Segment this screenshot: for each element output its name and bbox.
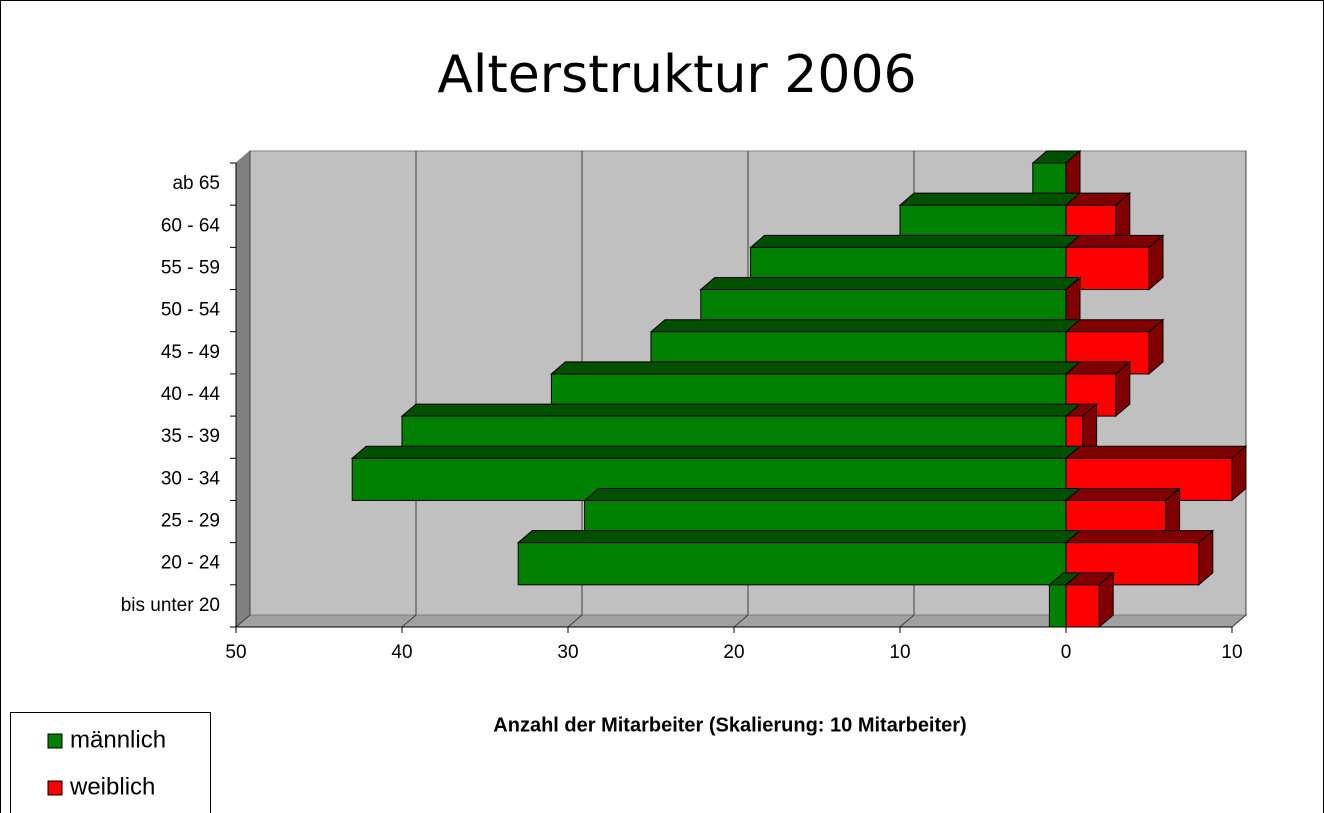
bar xyxy=(1064,403,1098,460)
y-tick-label: 20 - 24 xyxy=(161,553,221,574)
grid-line xyxy=(235,151,251,628)
bar-face xyxy=(400,403,1082,417)
x-tick-label: 0 xyxy=(1061,642,1072,663)
bar xyxy=(1064,318,1165,375)
y-tick-label: 25 - 29 xyxy=(161,511,220,532)
bar-face xyxy=(583,487,1082,501)
y-tick-label: 45 - 49 xyxy=(161,342,220,363)
bar xyxy=(1064,234,1165,291)
legend-swatch xyxy=(47,733,63,749)
y-tick-label: ab 65 xyxy=(172,173,220,194)
x-tick-label: 10 xyxy=(1221,642,1242,663)
chart-title: Alterstruktur 2006 xyxy=(437,45,916,105)
x-axis-label: Anzahl der Mitarbeiter (Skalierung: 10 M… xyxy=(493,714,966,736)
bar-face xyxy=(550,361,1082,375)
bar xyxy=(1064,192,1132,249)
bar-face xyxy=(1064,319,1165,333)
x-tick-label: 50 xyxy=(225,642,246,663)
side-wall xyxy=(235,149,251,629)
bar-face xyxy=(517,542,1067,586)
bar-face xyxy=(1064,487,1181,501)
bar-face xyxy=(699,277,1082,291)
y-tick-label: 35 - 39 xyxy=(161,426,220,447)
x-tick-label: 30 xyxy=(557,642,578,663)
y-tick-label: 40 - 44 xyxy=(161,384,221,405)
x-tick-label: 10 xyxy=(889,642,910,663)
legend-label: weiblich xyxy=(69,773,155,800)
x-tick-label: 20 xyxy=(723,642,744,663)
grid-line xyxy=(567,151,583,628)
y-tick-label: bis unter 20 xyxy=(121,595,220,616)
grid-line xyxy=(1231,151,1247,628)
legend-label: männlich xyxy=(70,726,166,753)
bar xyxy=(1064,571,1115,629)
bar-face xyxy=(649,319,1082,333)
bar-face xyxy=(516,530,1082,544)
y-tick-label: 60 - 64 xyxy=(161,215,221,236)
legend xyxy=(10,712,211,813)
bar-face xyxy=(1064,530,1215,544)
y-tick-label: 50 - 54 xyxy=(161,300,221,321)
y-tick-label: 30 - 34 xyxy=(161,468,221,489)
bar xyxy=(516,529,1082,586)
bar-face xyxy=(749,234,1082,248)
bar-face xyxy=(1064,445,1248,459)
bar-face xyxy=(1048,584,1067,628)
y-tick-label: 55 - 59 xyxy=(161,257,220,278)
bar-face xyxy=(350,445,1082,459)
grid-line xyxy=(401,151,417,628)
bar-face xyxy=(1065,584,1100,628)
bar-face xyxy=(898,192,1082,206)
bar-face xyxy=(1064,234,1165,248)
legend-swatch xyxy=(47,780,63,796)
x-tick-label: 40 xyxy=(391,642,412,663)
